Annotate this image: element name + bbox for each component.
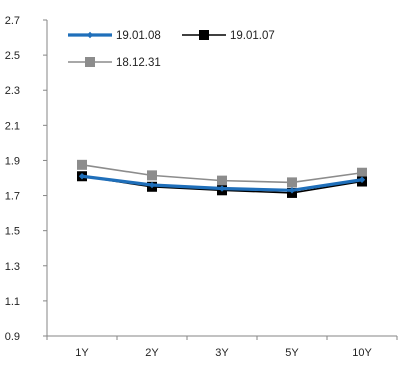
legend-item: 19.01.07	[182, 30, 275, 42]
x-tick-label: 3Y	[215, 347, 229, 359]
x-tick-label: 10Y	[352, 347, 372, 359]
data-point	[147, 170, 157, 181]
legend-label: 19.01.08	[116, 30, 161, 42]
y-tick-label: 1.7	[5, 191, 20, 203]
series-layer	[77, 159, 367, 198]
legend: 19.01.08 19.01.07 18.12.31	[68, 30, 275, 69]
legend-item: 19.01.08	[68, 30, 161, 42]
y-tick-label: 2.7	[5, 15, 20, 27]
axes	[46, 20, 397, 337]
legend-marker	[86, 31, 94, 39]
data-point	[288, 187, 296, 194]
y-axis-ticks: 0.9 1.1 1.3 1.5 1.7 1.9 2.1 2.3 2.5 2.7	[5, 15, 47, 343]
data-point	[358, 176, 366, 183]
series-18-12-31	[77, 159, 367, 188]
x-axis-ticks: 1Y 2Y 3Y 5Y 10Y	[46, 336, 398, 359]
y-tick-label: 2.3	[5, 85, 20, 97]
y-tick-label: 2.1	[5, 120, 20, 132]
legend-label: 19.01.07	[230, 30, 275, 42]
y-tick-label: 1.3	[5, 261, 20, 273]
y-tick-label: 1.1	[5, 296, 20, 308]
legend-item: 18.12.31	[68, 57, 161, 69]
data-point	[357, 167, 367, 178]
data-point	[218, 185, 226, 192]
data-point	[148, 181, 156, 189]
y-tick-label: 1.9	[5, 155, 20, 167]
legend-label: 18.12.31	[116, 57, 161, 69]
y-tick-label: 2.5	[5, 50, 20, 62]
legend-marker	[199, 30, 209, 40]
x-tick-label: 1Y	[75, 347, 89, 359]
data-point	[78, 173, 86, 180]
y-tick-label: 1.5	[5, 226, 20, 238]
x-tick-label: 2Y	[145, 347, 159, 359]
y-tick-label: 0.9	[5, 331, 20, 343]
data-point	[77, 159, 87, 170]
data-point	[287, 177, 297, 188]
legend-marker	[85, 57, 95, 67]
data-point	[217, 175, 227, 186]
series-19-01-08	[78, 173, 366, 194]
x-tick-label: 5Y	[285, 347, 299, 359]
